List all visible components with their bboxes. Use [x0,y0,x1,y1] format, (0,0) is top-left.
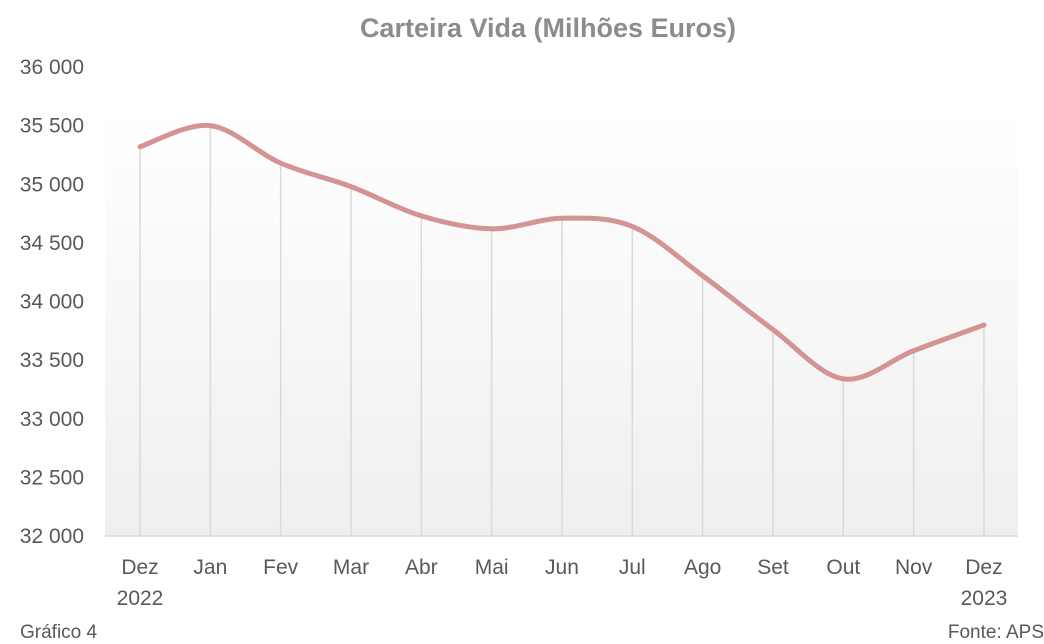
y-tick-label: 33 500 [20,349,84,372]
x-tick-label: Mai [475,556,509,579]
x-tick-label: Fev [263,556,299,579]
x-tick-label: Jul [619,556,646,579]
y-tick-label: 32 000 [20,525,84,548]
x-tick-label: Ago [684,556,721,579]
x-tick-label: 2023 [961,587,1008,610]
x-axis-ticks: Dez 2022 Jan Fev Mar Abr Mai Jun Jul Ago Set Out Nov… [117,556,1008,610]
chart-title: Carteira Vida (Milhões Euros) [360,13,736,43]
x-tick-label: Out [826,556,860,579]
x-tick-label: Nov [895,556,933,579]
y-tick-label: 35 000 [20,173,84,196]
x-tick-label: Mar [333,556,369,579]
drop-lines [139,125,985,536]
x-tick-label: Dez [965,556,1002,579]
y-tick-label: 34 000 [20,291,84,314]
source-note: Fonte: APS [947,622,1044,643]
y-tick-label: 32 500 [20,466,84,489]
x-tick-label: Abr [405,556,438,579]
y-tick-label: 35 500 [20,115,84,138]
y-axis-ticks: 32 000 32 500 33 000 33 500 34 000 34 500 35 0… [20,56,84,548]
series-line-carteira-vida [137,123,987,382]
y-tick-label: 33 000 [20,408,84,431]
x-tick-label: Set [757,556,789,579]
x-tick-label: Jan [193,556,227,579]
x-tick-label: Dez [121,556,158,579]
y-tick-label: 36 000 [20,56,84,79]
x-tick-label: Jun [545,556,579,579]
x-tick-label: 2022 [117,587,164,610]
figure-label: Gráfico 4 [20,622,98,643]
y-tick-label: 34 500 [20,232,84,255]
